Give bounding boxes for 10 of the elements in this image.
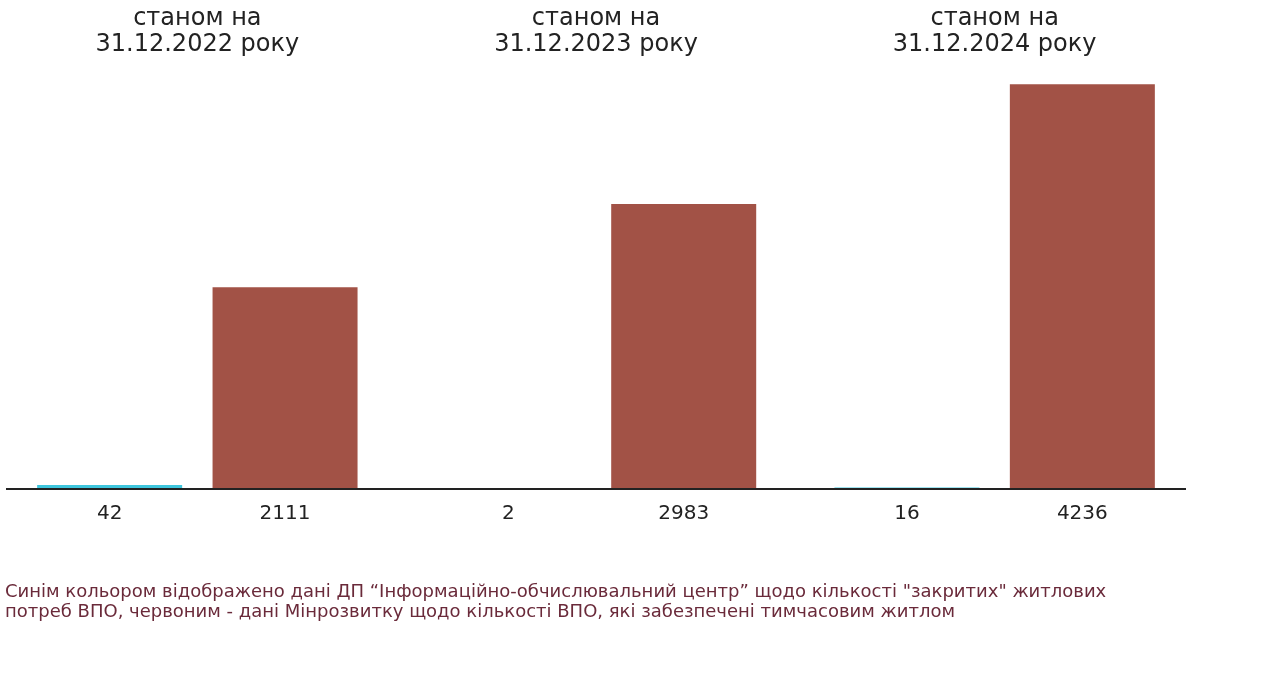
x-tick-label: станом на 31.12.2024 року xyxy=(892,2,1097,57)
data-label: 16 xyxy=(894,500,920,524)
data-label: 4236 xyxy=(1056,500,1108,524)
data-label: 2 xyxy=(501,500,515,524)
x-tick-label: станом на 31.12.2023 року xyxy=(494,2,698,57)
data-label: 2983 xyxy=(658,500,710,524)
data-label: 42 xyxy=(96,500,123,524)
text: Синім кольором відображено дані ДП “Інформаційно-обчислювальний центр” щодо кількості "закритих" житлових потреб ВПО, червоним - дані Мінрозвитку щодо кількості ВПО, які забезпечені тимчасовим житлом xyxy=(5,580,1107,621)
data-label: 2111 xyxy=(259,500,311,524)
x-tick-label: станом на 31.12.2022 року xyxy=(95,2,300,57)
